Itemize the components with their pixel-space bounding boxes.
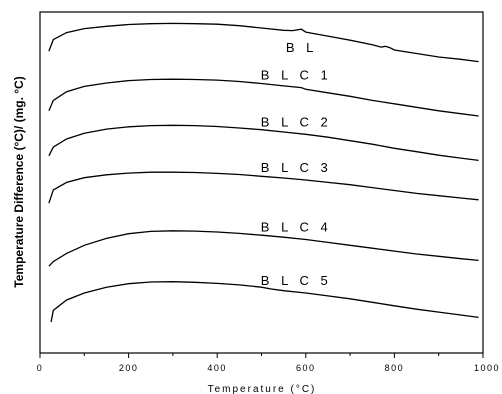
series-line-blc-3 [48,171,479,204]
series-label-blc-1: B L C 1 [261,68,332,83]
series-line-blc-1 [48,78,479,117]
series-label-blc-2: B L C 2 [261,114,332,129]
x-tick-label: 200 [119,363,139,373]
x-tick-label: 800 [385,363,405,373]
series-line-blc-4 [48,230,479,267]
series-label-blc-5: B L C 5 [261,273,332,288]
series-label-blc-3: B L C 3 [261,160,332,175]
x-axis-title: Temperature (°C) [208,384,317,394]
x-tick-label: 0 [37,363,44,373]
x-axis-ticks: 0 200 400 600 800 1000 [37,353,500,373]
series-label-blc-4: B L C 4 [261,220,332,235]
series-label-bl: B L [286,40,318,55]
x-tick-label: 600 [296,363,316,373]
series-line-blc-5 [50,281,479,323]
series-line-blc-2 [48,124,479,162]
plot-frame [39,11,484,354]
series-layer: B L B L C 1 B L C 2 B L C 3 B L C 4 B L C 5 [48,22,479,323]
x-tick-label: 1000 [474,363,500,373]
y-axis-title: Temperature Difference (°C)/ (mg. °C) [12,76,26,287]
x-tick-label: 400 [207,363,227,373]
series-line-bl [48,22,479,63]
